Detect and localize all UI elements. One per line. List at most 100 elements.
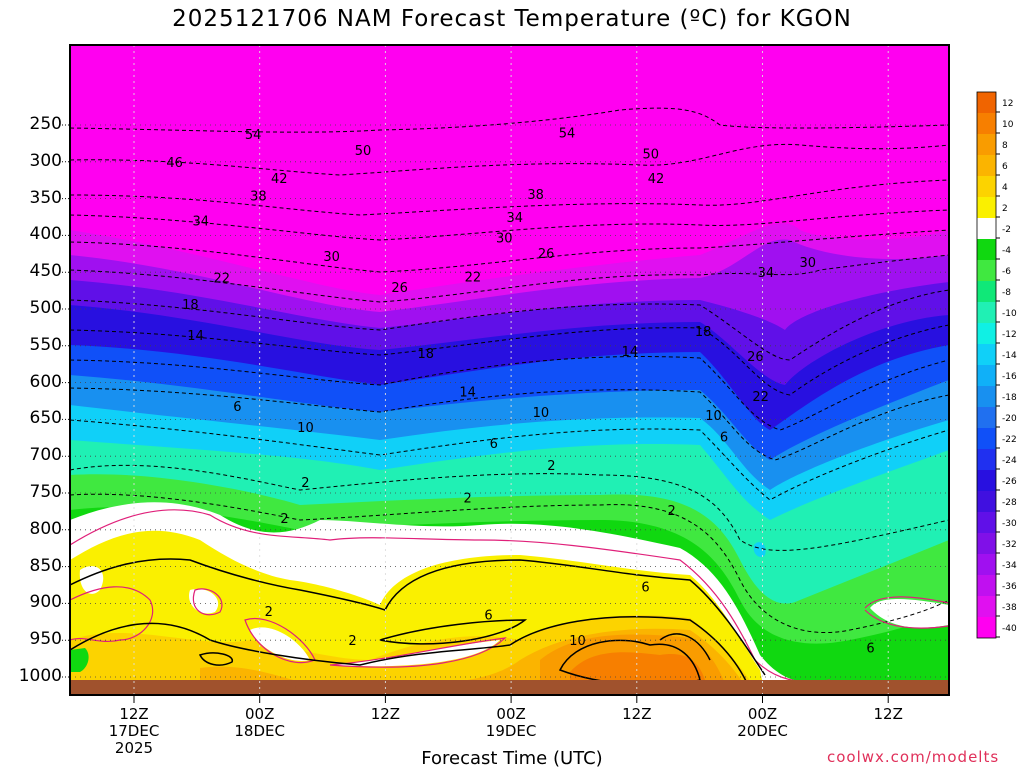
plot-frame [69,44,950,696]
contour-label: 34 [193,215,210,230]
contour-label: 2 [301,476,309,491]
contour-label: 14 [459,385,476,400]
contour-label: 46 [166,156,183,171]
y-tick-label: 900 [29,592,62,613]
colorbar-swatch [977,218,996,239]
colorbar-label: -14 [1002,351,1017,361]
contour-label: 50 [642,148,659,163]
x-tick-label: 12Z [370,705,401,723]
contour-label: 42 [648,172,665,187]
contour-label: 26 [538,247,555,262]
colorbar-swatch [977,575,996,596]
colorbar-label: -40 [1002,624,1017,634]
colorbar-label: -12 [1002,330,1017,340]
colorbar-swatch [977,134,996,155]
colorbar-swatch [977,197,996,218]
colorbar-label: 2 [1002,204,1008,214]
colorbar-label: -4 [1002,246,1011,256]
y-tick-label: 650 [29,408,62,429]
contour-label: 30 [496,232,513,247]
pocket-cyan [753,542,766,557]
contour-label: 26 [747,350,764,365]
contour-label: 10 [533,406,550,421]
contour-label: 2 [280,512,288,527]
y-tick-label: 300 [29,150,62,171]
colorbar-label: -16 [1002,372,1017,382]
colorbar-swatch [977,491,996,512]
colorbar-swatch [977,407,996,428]
pocket-white-1 [79,566,501,667]
contour-label: 2 [464,491,472,506]
colorbar-frame [976,91,997,639]
contour-label: 54 [245,128,262,143]
axis-ticks [62,124,889,703]
y-tick-label: 750 [29,482,62,502]
x-tick-label: 12Z [873,705,903,723]
colorbar-swatch [977,617,996,638]
x-tick-label: 00Z [747,705,778,723]
colorbar-label: -36 [1002,582,1017,592]
pocket-white-2 [870,599,949,628]
colorbar-swatch [977,260,996,281]
y-tick-label: 400 [29,224,62,245]
colorbar-swatch [977,533,996,554]
x-tick-label: 12Z [622,705,652,723]
y-tick-label: 950 [29,629,62,650]
colorbar-swatch [977,302,996,323]
contour-label: 6 [866,642,874,657]
colorbar-swatch [977,344,996,365]
band-p10 [570,652,705,688]
contour-label: 14 [622,345,639,360]
contour-label: 34 [506,211,523,226]
colorbar-swatch [977,449,996,470]
colorbar-swatch [977,365,996,386]
colorbar [976,91,1000,639]
contour-label: 6 [641,580,649,595]
contour-label: 10 [705,409,722,424]
colorbar-swatch [977,239,996,260]
colorbar-label: -2 [1002,225,1011,235]
y-tick-label: 1000 [18,666,62,686]
contour-label: 30 [799,256,816,271]
colorbar-label: -28 [1002,498,1017,508]
colorbar-label: 6 [1002,162,1008,172]
contour-label: 42 [271,172,288,187]
colorbar-swatch [977,596,996,617]
colorbar-swatch [977,155,996,176]
pocket-green [70,648,89,672]
contour-label: 30 [323,250,340,265]
colorbar-label: -22 [1002,435,1017,445]
colorbar-swatch [977,512,996,533]
colorbar-swatch [977,113,996,134]
y-tick-label: 600 [29,371,62,392]
y-tick-label: 550 [29,334,62,355]
contour-label: 14 [187,329,204,344]
chart-title: 2025121706 NAM Forecast Temperature (ºC)… [172,6,852,32]
contour-label: 38 [250,190,267,205]
colorbar-label: -18 [1002,393,1017,403]
contour-label: 22 [752,390,769,405]
colorbar-label: -26 [1002,477,1017,487]
colorbar-label: -10 [1002,309,1017,319]
contour-label: 2 [668,504,676,519]
dashed-contours [70,107,949,634]
contour-label: 34 [758,266,775,281]
colorbar-swatch [977,386,996,407]
colorbar-label: -8 [1002,288,1011,298]
colorbar-label: 10 [1002,120,1014,130]
contour-label: 6 [233,400,241,415]
x-tick-label: 12Z [119,705,149,723]
x-tick-label: 19DEC [485,722,537,740]
contour-label: 18 [418,347,435,362]
contour-label: 2 [265,605,273,620]
colorbar-swatch [977,281,996,302]
x-tick-label: 00Z [245,705,275,723]
contour-label: 6 [490,437,498,452]
x-tick-label: 00Z [496,705,526,723]
contour-label: 6 [720,430,728,445]
colorbar-label: 8 [1002,141,1008,151]
x-tick-label: 2025 [114,739,154,757]
contour-label: 2 [547,459,555,474]
colorbar-label: -30 [1002,519,1017,529]
